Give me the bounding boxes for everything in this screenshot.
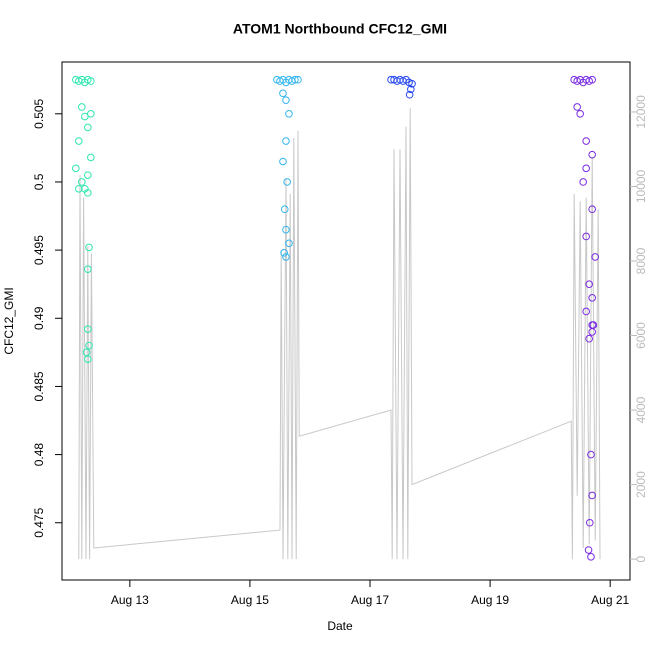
data-point (582, 307, 590, 316)
x-tick-label: Aug 17 (351, 593, 389, 607)
data-point (285, 110, 293, 118)
data-point (283, 178, 291, 186)
data-point (588, 328, 596, 336)
data-point (282, 137, 290, 145)
data-point (588, 150, 596, 159)
data-point (573, 103, 581, 111)
data-point (291, 75, 299, 84)
y2-tick-label: 8000 (634, 247, 648, 274)
data-point (87, 153, 95, 162)
data-point (78, 103, 86, 111)
data-point (85, 243, 93, 252)
data-point (282, 253, 290, 261)
data-point (85, 341, 93, 350)
data-point (408, 80, 416, 88)
y2-tick-label: 4000 (634, 396, 648, 423)
data-point (585, 334, 593, 343)
data-point (588, 294, 596, 302)
data-point (84, 171, 92, 179)
y-tick-label: 0.475 (32, 507, 46, 537)
data-point (405, 90, 414, 99)
x-tick-label: Aug 19 (471, 593, 509, 607)
data-point (588, 321, 596, 329)
data-point (282, 225, 290, 234)
data-point (591, 253, 599, 261)
data-point (280, 205, 289, 214)
y-tick-label: 0.505 (32, 98, 46, 128)
data-point (579, 178, 587, 186)
x-tick-label: Aug 15 (231, 593, 269, 607)
data-point (584, 546, 593, 554)
data-point (84, 123, 92, 132)
y-tick-label: 0.49 (32, 306, 46, 330)
y-tick-label: 0.5 (32, 173, 46, 190)
data-point (75, 137, 83, 145)
data-point (588, 75, 596, 84)
y2-tick-label: 6000 (634, 322, 648, 349)
y-tick-label: 0.485 (32, 371, 46, 401)
y2-tick-label: 10000 (634, 169, 648, 203)
y-tick-label: 0.48 (32, 443, 46, 467)
data-point (587, 553, 595, 561)
data-point (582, 232, 590, 241)
data-point (588, 205, 596, 214)
data-point (84, 355, 92, 363)
data-point (81, 112, 89, 121)
data-point (582, 137, 590, 145)
data-point (588, 491, 596, 500)
data-point (294, 75, 302, 84)
data-point (84, 325, 92, 333)
data-point (280, 249, 288, 257)
y-axis-title: CFC12_GMI (2, 287, 16, 354)
data-point (279, 89, 287, 98)
data-point (72, 164, 80, 173)
chart-title: ATOM1 Northbound CFC12_GMI (233, 21, 447, 37)
data-point (75, 184, 83, 193)
data-point (407, 85, 415, 94)
data-point (78, 178, 86, 186)
y-tick-label: 0.495 (32, 235, 46, 265)
y2-tick-label: 12000 (634, 95, 648, 129)
data-point (87, 77, 95, 85)
x-axis-title: Date (327, 619, 353, 633)
data-point (585, 280, 593, 288)
data-point (285, 239, 293, 248)
data-point (84, 189, 92, 197)
data-point (87, 110, 95, 118)
data-point (585, 518, 594, 527)
data-point (587, 450, 595, 459)
data-point (582, 164, 590, 173)
y2-tick-label: 2000 (634, 471, 648, 498)
data-point (279, 157, 287, 166)
x-tick-label: Aug 13 (111, 593, 149, 607)
y2-tick-label: 0 (634, 555, 648, 562)
data-point (576, 110, 584, 118)
data-point (84, 265, 92, 274)
plot-frame (61, 61, 631, 581)
x-tick-label: Aug 21 (591, 593, 629, 607)
data-point (82, 348, 91, 357)
data-line (78, 108, 601, 560)
data-point (282, 96, 290, 104)
